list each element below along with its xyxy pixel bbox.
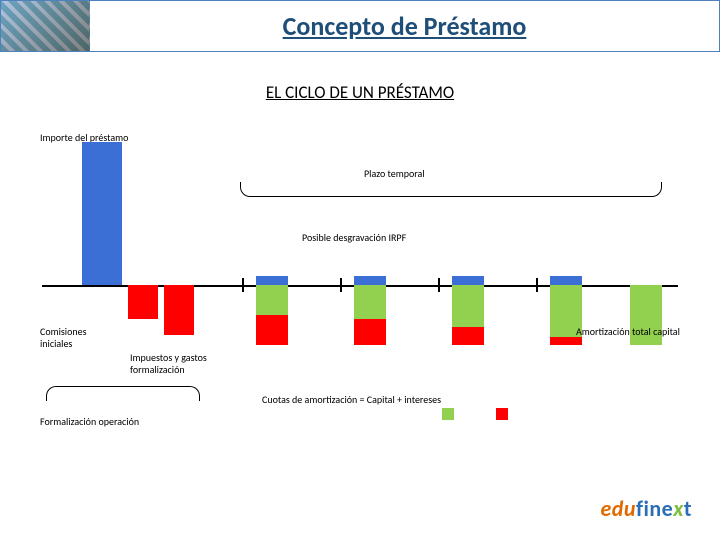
subtitle: EL CICLO DE UN PRÉSTAMO <box>0 82 720 103</box>
chart-tick <box>438 278 440 292</box>
title-thumbnail <box>1 1 90 51</box>
logo-fine: fine <box>636 495 673 522</box>
label-formalizacion: Formalización operación <box>40 416 139 428</box>
edufinext-logo: edufinext <box>600 495 692 522</box>
bar-p1 <box>256 315 288 345</box>
page-title: Concepto de Préstamo <box>90 10 719 42</box>
bar-p2 <box>354 319 386 345</box>
legend-green <box>442 408 454 420</box>
bar-p1 <box>256 285 288 315</box>
bar-p3 <box>452 327 484 345</box>
label-amort-total: Amortización total capital <box>576 326 696 338</box>
bar-importe <box>82 142 122 285</box>
legend-red <box>496 408 508 420</box>
brace-plazo <box>240 182 662 197</box>
chart-tick <box>536 278 538 292</box>
bar-p4 <box>550 337 582 345</box>
title-bar: Concepto de Préstamo <box>0 0 720 52</box>
bar-p4 <box>550 276 582 285</box>
chart-tick <box>242 278 244 292</box>
bar-p3 <box>452 276 484 285</box>
logo-t: t <box>684 495 692 522</box>
label-impuestos: Impuestos y gastos formalización <box>130 352 230 375</box>
bar-p2 <box>354 285 386 319</box>
slide: Concepto de Préstamo EL CICLO DE UN PRÉS… <box>0 0 720 540</box>
brace-formalizacion <box>46 386 200 401</box>
label-desgravacion: Posible desgravación IRPF <box>302 232 406 244</box>
bar-p3 <box>452 285 484 327</box>
label-plazo: Plazo temporal <box>364 168 425 180</box>
bar-p2 <box>354 276 386 285</box>
bar-formalizacion <box>164 285 194 335</box>
label-comisiones: Comisiones iniciales <box>40 326 102 349</box>
label-cuotas-eq: Cuotas de amortización = Capital + inter… <box>262 394 441 406</box>
bar-p1 <box>256 276 288 285</box>
logo-edu: edu <box>600 495 636 522</box>
bar-formalizacion <box>128 285 158 319</box>
chart-tick <box>340 278 342 292</box>
logo-x: x <box>673 495 684 522</box>
